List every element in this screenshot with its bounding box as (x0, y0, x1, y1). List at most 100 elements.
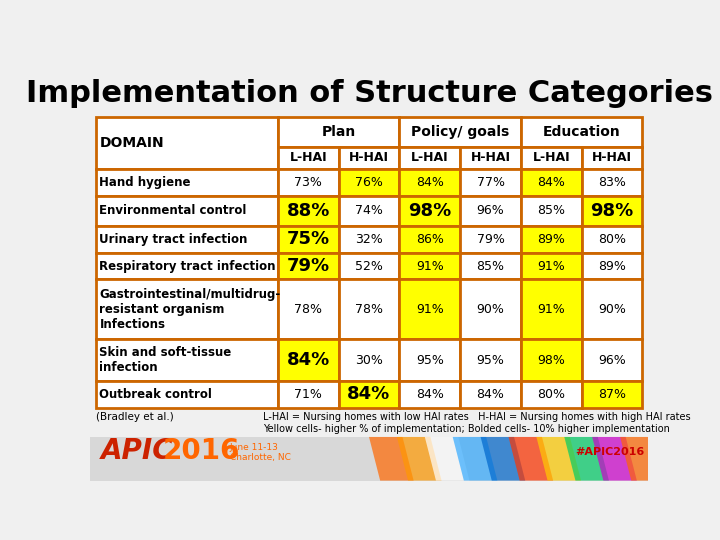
Bar (521, 196, 582, 226)
Text: L-HAI: L-HAI (533, 151, 570, 164)
Text: 85%: 85% (537, 204, 565, 217)
Text: 32%: 32% (355, 233, 383, 246)
Bar (582, 147, 642, 169)
Text: 73%: 73% (294, 176, 322, 189)
Text: 95%: 95% (416, 354, 444, 367)
Text: L-HAI: L-HAI (411, 151, 449, 164)
Bar (460, 196, 521, 226)
Polygon shape (564, 437, 609, 481)
Bar (582, 381, 642, 408)
Text: 76%: 76% (355, 176, 383, 189)
Bar (400, 280, 460, 339)
Text: 30%: 30% (355, 354, 383, 367)
Bar (460, 381, 521, 408)
Text: H-HAI: H-HAI (592, 151, 632, 164)
Bar (582, 339, 642, 381)
Bar (278, 117, 400, 147)
Text: H-HAI: H-HAI (471, 151, 510, 164)
Text: 85%: 85% (477, 260, 505, 273)
Bar (521, 381, 582, 408)
Text: 95%: 95% (477, 354, 505, 367)
Bar (400, 339, 460, 381)
Bar (400, 226, 460, 253)
Bar (96, 381, 278, 408)
Text: H-HAI: H-HAI (349, 151, 389, 164)
Text: 80%: 80% (598, 233, 626, 246)
Bar (278, 253, 338, 280)
Bar (96, 169, 278, 196)
Polygon shape (369, 437, 414, 481)
Bar (521, 147, 582, 169)
Text: 84%: 84% (347, 386, 391, 403)
Text: 2016: 2016 (163, 437, 240, 464)
Text: 98%: 98% (537, 354, 565, 367)
Text: Skin and soft-tissue
infection: Skin and soft-tissue infection (99, 346, 232, 374)
Text: 90%: 90% (598, 303, 626, 316)
Bar (338, 169, 400, 196)
Bar (400, 169, 460, 196)
Bar (460, 226, 521, 253)
Bar (278, 339, 338, 381)
Bar (90, 437, 648, 481)
Text: 91%: 91% (537, 260, 565, 273)
Bar (96, 280, 278, 339)
Bar (338, 381, 400, 408)
Bar (278, 196, 338, 226)
Bar (96, 196, 278, 226)
Text: 91%: 91% (537, 303, 565, 316)
Polygon shape (425, 437, 469, 481)
Text: Hand hygiene: Hand hygiene (99, 176, 191, 189)
Text: 71%: 71% (294, 388, 322, 401)
Bar (338, 280, 400, 339)
Polygon shape (620, 437, 665, 481)
Text: 80%: 80% (537, 388, 565, 401)
Text: APIC: APIC (101, 437, 174, 464)
Bar (582, 196, 642, 226)
Polygon shape (536, 437, 581, 481)
Bar (96, 117, 278, 169)
Text: Plan: Plan (322, 125, 356, 139)
Bar (400, 147, 460, 169)
Bar (521, 339, 582, 381)
Text: Outbreak control: Outbreak control (99, 388, 212, 401)
Text: L-HAI: L-HAI (289, 151, 327, 164)
Bar (338, 253, 400, 280)
Bar (460, 147, 521, 169)
Bar (460, 253, 521, 280)
Bar (460, 339, 521, 381)
Text: 89%: 89% (537, 233, 565, 246)
Bar (521, 226, 582, 253)
Bar (400, 381, 460, 408)
Bar (400, 196, 460, 226)
Text: 75%: 75% (287, 230, 330, 248)
Text: 84%: 84% (416, 176, 444, 189)
Text: 98%: 98% (408, 202, 451, 220)
Polygon shape (397, 437, 441, 481)
Text: 79%: 79% (477, 233, 505, 246)
Text: 79%: 79% (287, 257, 330, 275)
Text: 83%: 83% (598, 176, 626, 189)
Text: 91%: 91% (416, 303, 444, 316)
Polygon shape (481, 437, 526, 481)
Bar (278, 147, 338, 169)
Bar (338, 147, 400, 169)
Bar (338, 196, 400, 226)
Bar (278, 381, 338, 408)
Text: 78%: 78% (355, 303, 383, 316)
Bar (460, 169, 521, 196)
Bar (278, 280, 338, 339)
Text: 86%: 86% (416, 233, 444, 246)
Bar (278, 226, 338, 253)
Text: 52%: 52% (355, 260, 383, 273)
Text: (Bradley et al.): (Bradley et al.) (96, 412, 174, 422)
Bar (278, 169, 338, 196)
Bar (96, 339, 278, 381)
Text: 96%: 96% (477, 204, 505, 217)
Text: 91%: 91% (416, 260, 444, 273)
Polygon shape (593, 437, 637, 481)
Text: DOMAIN: DOMAIN (99, 136, 164, 150)
Text: 74%: 74% (355, 204, 383, 217)
Bar (338, 226, 400, 253)
Bar (96, 253, 278, 280)
Text: Urinary tract infection: Urinary tract infection (99, 233, 248, 246)
